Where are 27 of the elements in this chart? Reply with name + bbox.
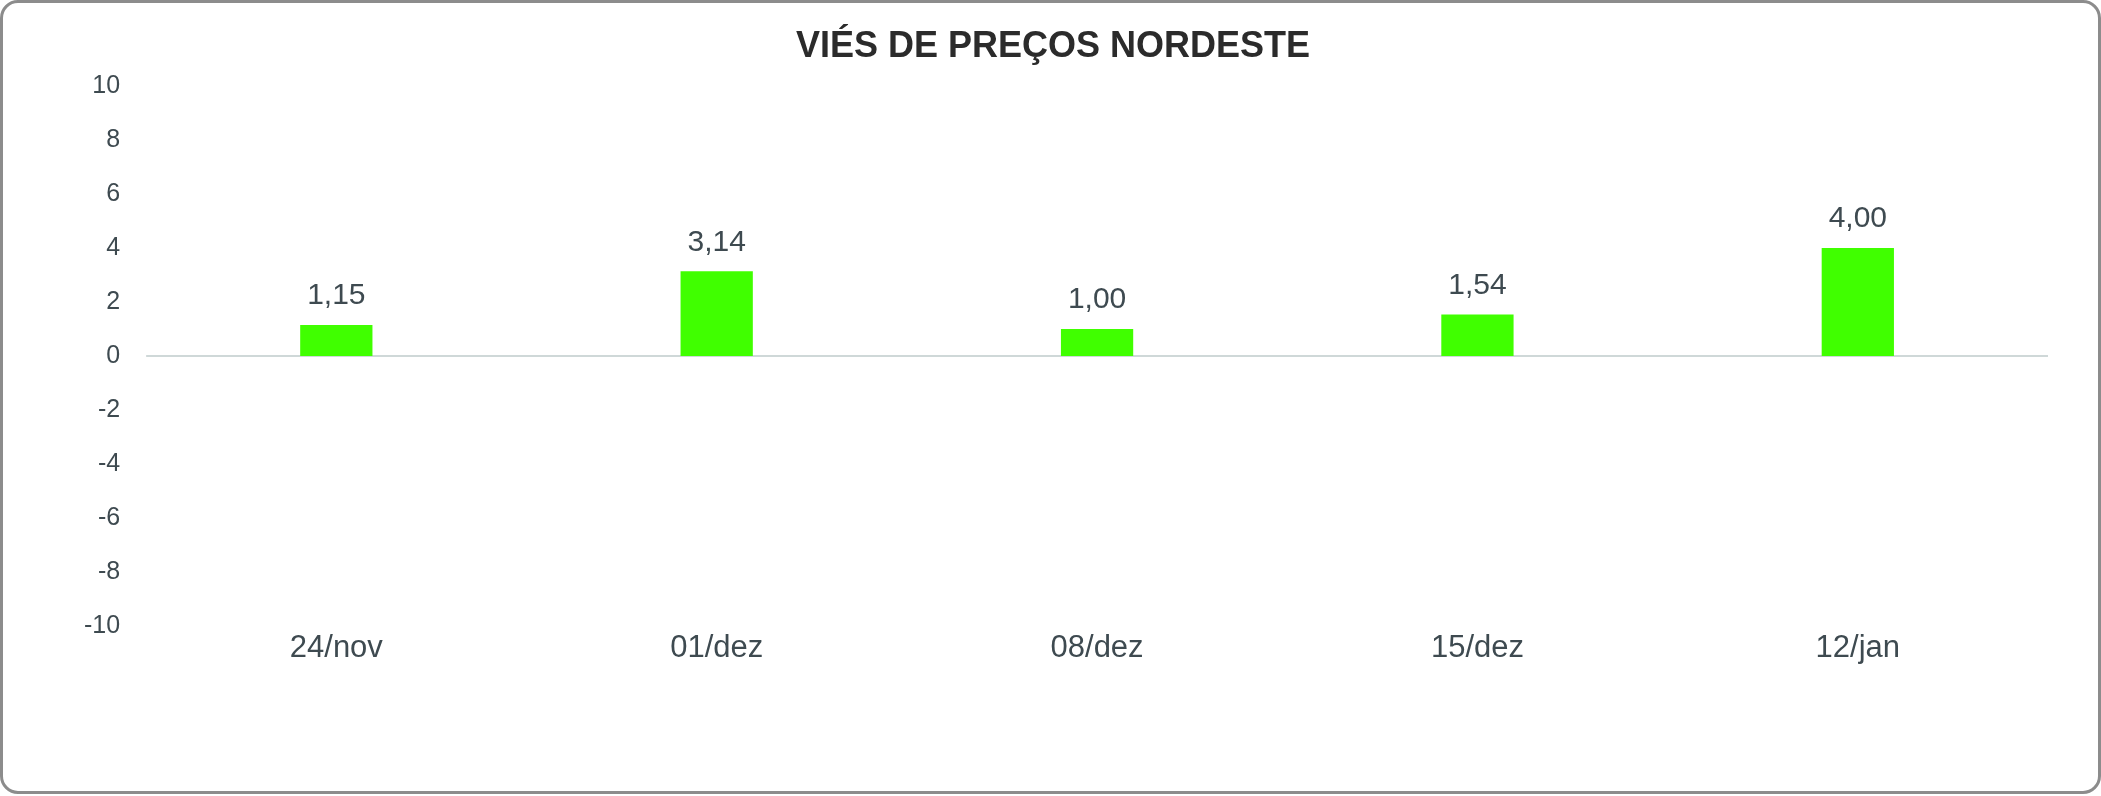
y-tick-label: -10 (83, 609, 121, 638)
data-label: 1,00 (1067, 281, 1127, 315)
data-label: 1,54 (1448, 266, 1507, 300)
x-tick-label: 08/dez (1050, 628, 1144, 664)
chart-title: VIÉS DE PREÇOS NORDESTE (795, 23, 1311, 65)
y-tick-label: 8 (106, 124, 121, 153)
bar (680, 271, 753, 356)
y-tick-label: -6 (97, 501, 121, 530)
y-tick-label: 10 (92, 70, 121, 99)
data-label: 4,00 (1828, 200, 1888, 234)
y-tick-label: -2 (97, 393, 121, 422)
y-tick-label: 0 (106, 339, 121, 368)
y-tick-label: -4 (97, 447, 121, 476)
bar (1441, 314, 1514, 356)
x-tick-label: 01/dez (670, 628, 764, 664)
y-tick-label: -8 (97, 555, 121, 584)
bar (1060, 329, 1134, 356)
bar (1821, 248, 1894, 356)
x-tick-label: 15/dez (1430, 628, 1524, 664)
data-label: 1,15 (307, 277, 366, 311)
data-label: 3,14 (687, 223, 746, 257)
y-tick-label: 6 (106, 178, 121, 207)
y-tick-label: 4 (106, 231, 121, 260)
y-tick-label: 2 (106, 285, 121, 314)
x-tick-label: 24/nov (289, 628, 384, 664)
bar (300, 324, 373, 356)
x-tick-label: 12/jan (1815, 628, 1901, 664)
